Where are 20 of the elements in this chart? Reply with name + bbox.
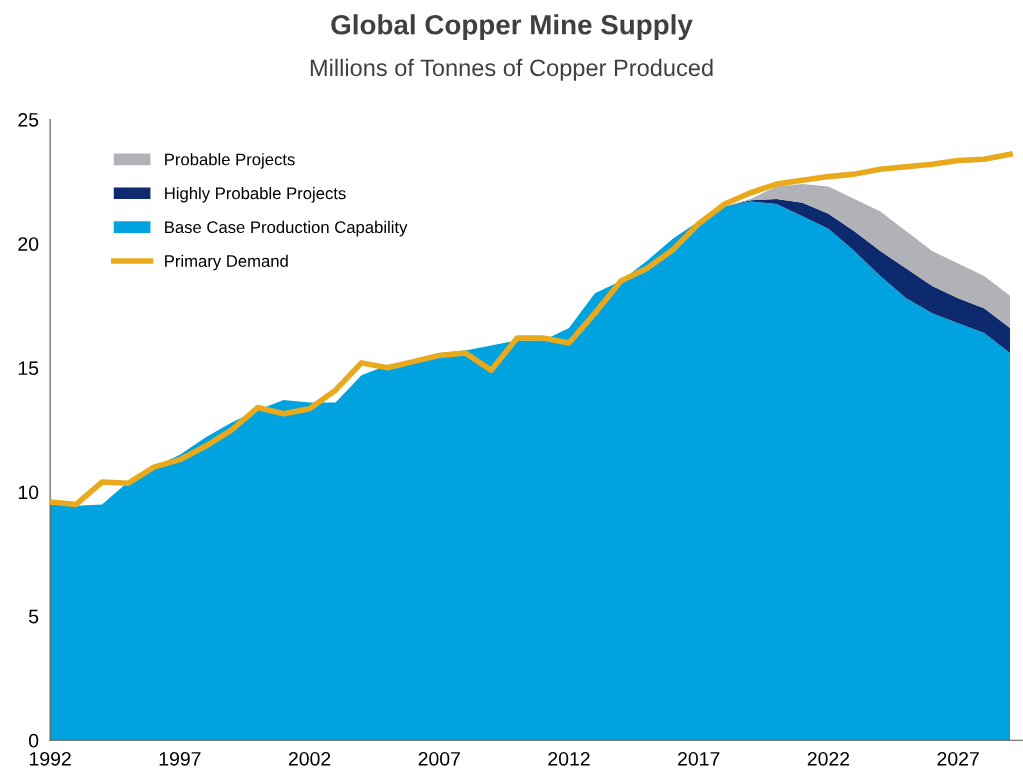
- y-tick-label: 0: [28, 733, 39, 748]
- y-tick-label: 5: [28, 609, 39, 624]
- y-tick-label: 25: [18, 112, 39, 127]
- x-tick-label: 1992: [29, 751, 71, 766]
- legend-label: Probable Projects: [165, 153, 295, 169]
- legend-label: Primary Demand: [165, 254, 288, 271]
- x-tick-label: 1997: [159, 751, 201, 766]
- x-tick-label: 2002: [288, 751, 331, 766]
- x-tick-label: 2012: [548, 751, 590, 766]
- y-tick-label: 15: [18, 361, 39, 376]
- x-tick-label: 2017: [678, 751, 720, 766]
- x-tick-label: 2007: [418, 751, 460, 766]
- chart-title: Global Copper Mine Supply: [331, 14, 693, 41]
- chart-subtitle: Millions of Tonnes of Copper Produced: [310, 58, 713, 81]
- legend-label: Base Case Production Capability: [165, 220, 408, 237]
- x-tick-label: 2027: [937, 751, 979, 766]
- y-tick-label: 20: [18, 237, 39, 251]
- legend-label: Highly Probable Projects: [165, 187, 346, 203]
- y-tick-label: 10: [18, 485, 39, 500]
- x-tick-label: 2022: [807, 751, 850, 766]
